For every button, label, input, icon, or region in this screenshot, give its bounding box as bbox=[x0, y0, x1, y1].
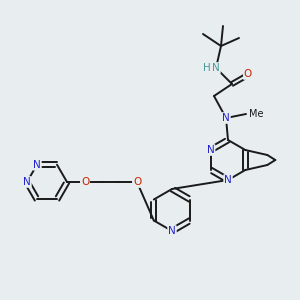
Text: O: O bbox=[133, 177, 141, 187]
Text: O: O bbox=[81, 177, 89, 187]
Text: N: N bbox=[33, 160, 41, 170]
Text: N: N bbox=[222, 113, 230, 123]
Text: O: O bbox=[244, 69, 252, 79]
Text: N: N bbox=[207, 145, 214, 155]
Text: N: N bbox=[23, 177, 31, 187]
Text: N: N bbox=[168, 226, 176, 236]
Text: N: N bbox=[212, 63, 220, 73]
Text: N: N bbox=[224, 175, 232, 185]
Text: H: H bbox=[203, 63, 211, 73]
Text: Me: Me bbox=[249, 109, 263, 119]
